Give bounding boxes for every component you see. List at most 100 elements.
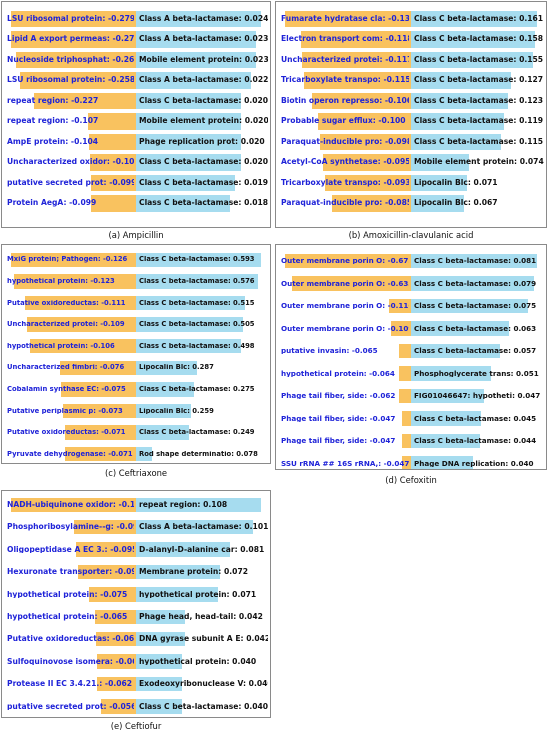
positive-bar	[411, 298, 529, 313]
positive-bar	[136, 133, 241, 150]
negative-feature-label: Pyruvate dehydrogenase: -0.071	[7, 450, 133, 458]
positive-feature-label: Mobile element protein: 0.020	[139, 117, 268, 126]
positive-bar	[136, 338, 242, 354]
positive-feature-label: Rod shape determinatio: 0.078	[139, 450, 258, 458]
negative-bar	[91, 195, 136, 212]
negative-feature-label: Hexuronate transporter: -0.092	[7, 568, 134, 576]
positive-bar	[136, 51, 257, 68]
positive-feature-label: Class C beta-lactamase: 0.019	[139, 178, 268, 187]
positive-bar	[411, 195, 464, 212]
negative-bar	[25, 295, 136, 311]
negative-bar	[322, 154, 411, 171]
positive-feature-label: Class A beta-lactamase: 0.022	[139, 76, 268, 85]
chart-caption: (c) Ceftriaxone	[104, 468, 168, 478]
chart-caption: (d) Cefoxitin	[385, 475, 437, 485]
negative-bar	[65, 425, 136, 440]
negative-feature-label: Uncharacterized oxidor: -0.102	[7, 158, 134, 167]
negative-feature-label: Uncharacterized fimbri: -0.076	[7, 364, 125, 372]
negative-bar	[88, 587, 136, 602]
positive-bar	[136, 113, 241, 130]
positive-bar	[136, 31, 257, 48]
negative-feature-label: hypothetical protein: -0.123	[7, 277, 115, 285]
negative-bar	[399, 366, 411, 381]
negative-bar	[402, 411, 411, 426]
negative-bar	[304, 72, 411, 89]
negative-bar	[63, 403, 136, 419]
positive-feature-label: DNA gyrase subunit A E: 0.042	[139, 635, 268, 643]
negative-feature-label: Outer membrane porin O: -0.116	[281, 302, 409, 310]
negative-feature-label: repeat region: -0.107	[7, 117, 99, 126]
positive-feature-label: Class C beta-lactamase: 0.020	[139, 158, 268, 167]
negative-bar	[76, 542, 136, 557]
negative-feature-label: Paraquat-inducible pro: -0.085	[281, 199, 409, 208]
positive-bar	[411, 388, 485, 403]
positive-feature-label: Class A beta-lactamase: 0.101	[139, 523, 268, 531]
positive-feature-label: Class C beta-lactamase: 0.057	[414, 347, 537, 355]
negative-feature-label: Protease II EC 3.4.21.: -0.062	[7, 680, 133, 688]
positive-bar	[136, 295, 245, 311]
negative-feature-label: LSU ribosomal protein: -0.258	[7, 76, 134, 85]
negative-bar	[90, 154, 136, 171]
negative-feature-label: repeat region: -0.227	[7, 96, 99, 105]
positive-bar	[411, 253, 538, 268]
negative-feature-label: Protein AegA: -0.099	[7, 199, 97, 208]
negative-bar	[398, 343, 411, 358]
positive-feature-label: Class C beta-lactamase: 0.063	[414, 324, 537, 332]
positive-feature-label: Class C beta-lactamase: 0.249	[139, 429, 255, 436]
negative-bar	[95, 631, 136, 647]
positive-bar	[411, 133, 502, 150]
negative-feature-label: Putative oxidoreductas: -0.071	[7, 429, 126, 436]
positive-bar	[136, 676, 183, 692]
negative-feature-label: Acetyl-CoA synthetase: -0.095	[281, 158, 409, 167]
positive-bar	[411, 433, 480, 448]
positive-bar	[411, 276, 535, 291]
positive-bar	[136, 274, 258, 289]
positive-feature-label: Class C beta-lactamase: 0.123	[414, 96, 544, 105]
positive-feature-label: Phage head, head-tail: 0.042	[139, 612, 263, 621]
negative-feature-label: putative secreted prot: -0.099	[7, 178, 134, 187]
negative-bar	[399, 388, 411, 403]
negative-bar	[33, 92, 136, 109]
positive-feature-label: repeat region: 0.108	[139, 500, 228, 509]
negative-bar	[73, 519, 136, 535]
negative-bar	[87, 113, 136, 130]
positive-feature-label: Class C beta-lactamase: 0.081	[414, 257, 537, 265]
negative-bar	[61, 382, 136, 397]
negative-feature-label: putative secreted prot: -0.056	[7, 702, 134, 711]
positive-feature-label: D-alanyl-D-alanine car: 0.081	[139, 545, 265, 554]
chart-panel: MxiG protein; Pathogen: -0.126 Class C be…	[1, 244, 271, 464]
negative-feature-label: LSU ribosomal protein: -0.279	[7, 14, 134, 23]
positive-feature-label: Class C beta-lactamase: 0.593	[139, 256, 255, 264]
positive-bar	[136, 564, 220, 580]
negative-feature-label: Putative oxidoreductas: -0.064	[7, 635, 134, 643]
positive-bar	[136, 403, 191, 419]
negative-feature-label: Biotin operon represso: -0.106	[281, 96, 409, 105]
chart-caption: (a) Ampicillin	[108, 230, 164, 240]
positive-bar	[136, 360, 197, 375]
positive-bar	[411, 343, 500, 358]
positive-feature-label: Class C beta-lactamase: 0.161	[414, 14, 544, 23]
negative-feature-label: Electron transport com: -0.118	[281, 35, 409, 44]
negative-bar	[318, 113, 411, 130]
positive-feature-label: Phage replication prot: 0.020	[139, 137, 265, 146]
negative-feature-label: Phage tail fiber, side: -0.047	[281, 414, 396, 422]
negative-feature-label: Putative oxidoreductas: -0.111	[7, 299, 126, 307]
negative-bar	[312, 92, 411, 109]
chart-caption: (e) Ceftiofur	[110, 721, 162, 731]
chart-panel: Outer membrane porin O: -0.675 Class C be…	[275, 244, 547, 470]
positive-bar	[411, 51, 533, 68]
negative-bar	[284, 10, 411, 27]
negative-bar	[30, 338, 136, 354]
negative-bar	[402, 433, 411, 448]
negative-bar	[65, 446, 136, 462]
negative-feature-label: Oligopeptidase A EC 3.: -0.095	[7, 545, 134, 554]
positive-feature-label: Class C beta-lactamase: 0.127	[414, 76, 544, 85]
negative-feature-label: Probable sugar efflux: -0.100	[281, 117, 406, 126]
negative-bar	[390, 321, 411, 336]
negative-bar	[13, 274, 136, 289]
positive-feature-label: Class C beta-lactamase: 0.079	[414, 279, 537, 287]
positive-feature-label: Lipocalin Blc: 0.287	[139, 364, 214, 372]
positive-bar	[136, 92, 241, 109]
positive-bar	[136, 699, 183, 714]
positive-bar	[136, 587, 219, 602]
